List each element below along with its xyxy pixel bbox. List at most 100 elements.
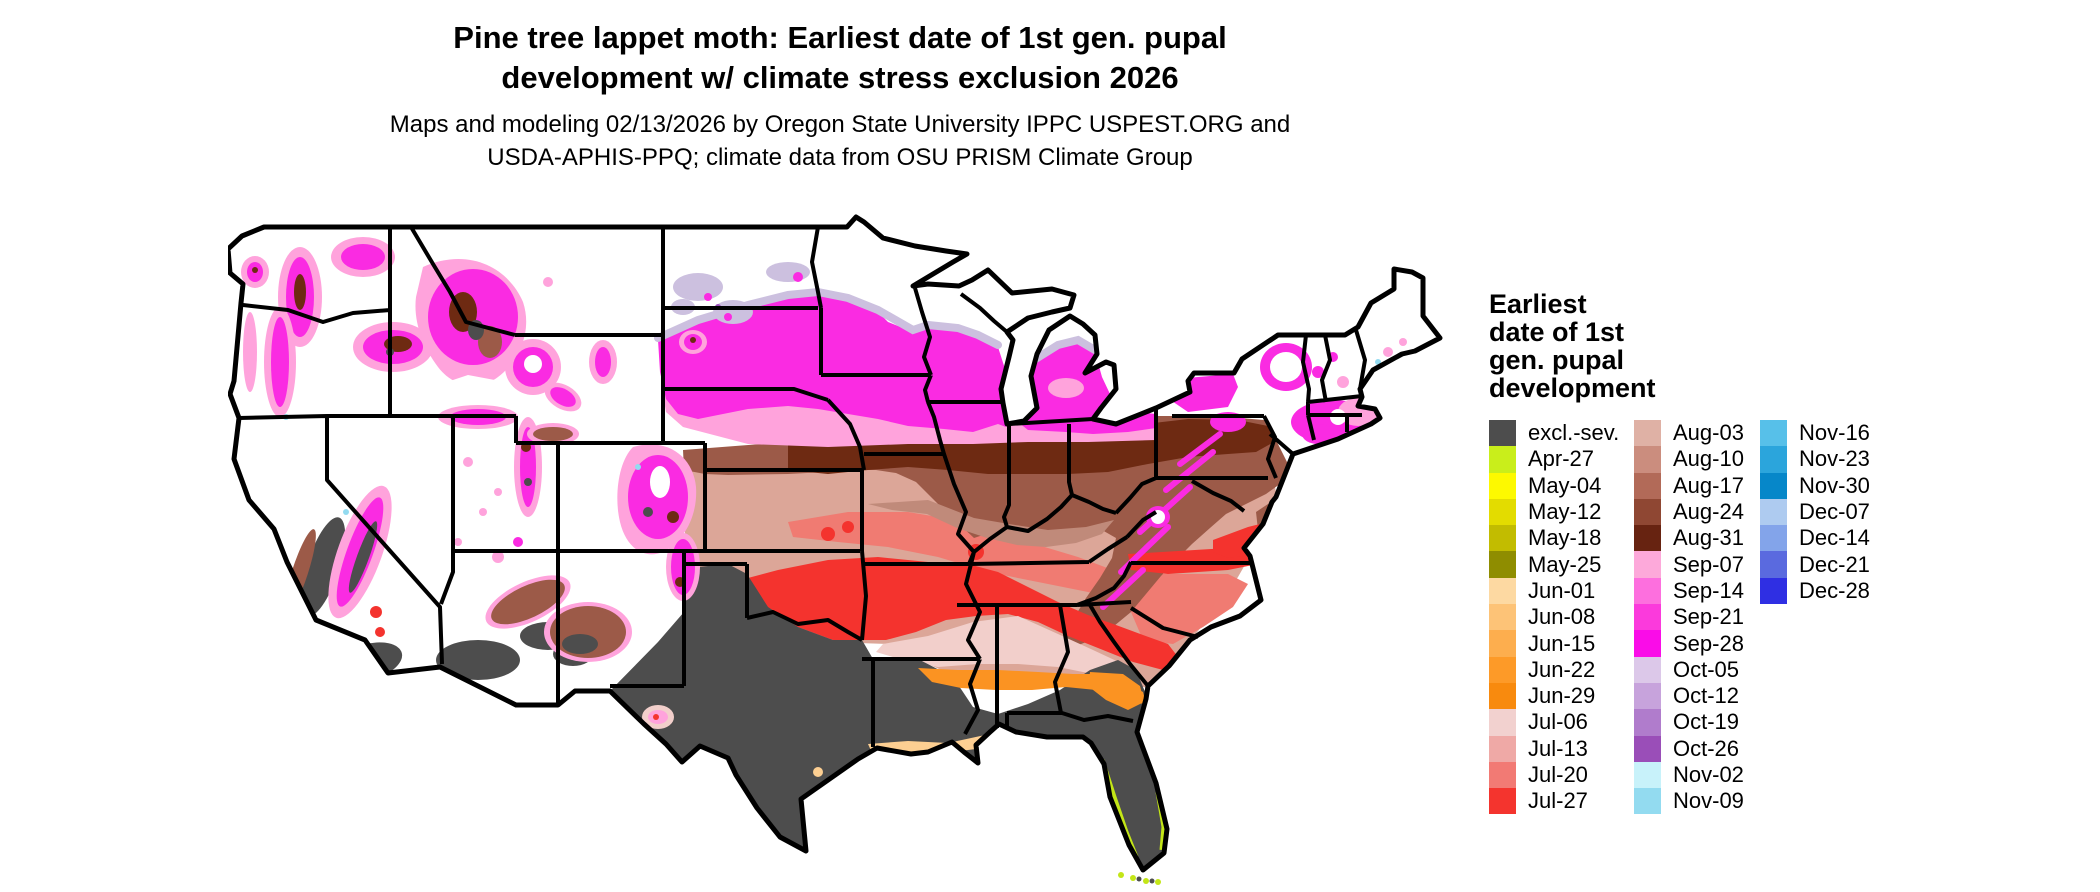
- legend-item-aug-24: Aug-24: [1634, 498, 1744, 526]
- legend-item-nov-23: Nov-23: [1760, 446, 1870, 473]
- legend-item-nov-30: Nov-30: [1760, 472, 1870, 499]
- legend-label: Jul-06: [1528, 709, 1588, 735]
- legend-title: Earliest date of 1st gen. pupal developm…: [1489, 290, 1749, 402]
- legend-item-jun-08: Jun-08: [1489, 604, 1619, 631]
- legend-swatch: [1634, 525, 1661, 552]
- legend-label: Apr-27: [1528, 446, 1595, 472]
- legend-label: Oct-19: [1673, 709, 1740, 735]
- legend-item-jun-29: Jun-29: [1489, 682, 1619, 710]
- legend-swatch: [1634, 761, 1661, 789]
- legend-item-sep-07: Sep-07: [1634, 551, 1744, 578]
- map-title: Pine tree lappet moth: Earliest date of …: [240, 18, 1440, 98]
- legend-item-nov-02: Nov-02: [1634, 761, 1744, 789]
- legend-swatch: [1489, 525, 1516, 552]
- legend-swatch: [1489, 420, 1516, 447]
- legend-swatch: [1760, 420, 1787, 447]
- map-region-peach-gulf: [868, 728, 1000, 755]
- map-subtitle: Maps and modeling 02/13/2026 by Oregon S…: [240, 108, 1440, 174]
- legend-label: Sep-28: [1673, 630, 1744, 656]
- map-title-line1: Pine tree lappet moth: Earliest date of …: [453, 20, 1227, 55]
- legend-swatch: [1634, 420, 1661, 447]
- legend-item-dec-21: Dec-21: [1760, 551, 1870, 578]
- legend-label: Nov-30: [1799, 472, 1870, 498]
- us-map-svg: [225, 214, 1443, 885]
- legend-swatch: [1634, 498, 1661, 526]
- legend-label: Aug-31: [1673, 525, 1744, 551]
- map-region-salmon-strip: [788, 512, 1148, 602]
- legend-label: Dec-14: [1799, 525, 1870, 551]
- legend-item-jun-01: Jun-01: [1489, 577, 1619, 605]
- legend-item-may-18: May-18: [1489, 525, 1619, 552]
- legend-item-sep-14: Sep-14: [1634, 577, 1744, 605]
- legend-item-nov-16: Nov-16: [1760, 420, 1870, 447]
- legend-item-dec-28: Dec-28: [1760, 577, 1870, 605]
- legend-item-apr-27: Apr-27: [1489, 446, 1619, 473]
- legend-item-sep-21: Sep-21: [1634, 604, 1744, 631]
- legend-title-line3: gen. pupal: [1489, 345, 1624, 375]
- legend-swatch: [1634, 577, 1661, 605]
- map-region-red-speck-ks2: [842, 521, 854, 533]
- legend-item-excl-sev-: excl.-sev.: [1489, 420, 1620, 447]
- legend-swatch: [1489, 761, 1516, 789]
- legend-label: Aug-10: [1673, 446, 1744, 472]
- legend-swatch: [1489, 656, 1516, 683]
- legend-swatch: [1489, 735, 1516, 762]
- map-region-lightbrown-strip: [868, 500, 1114, 547]
- legend-label: Jun-01: [1528, 577, 1596, 603]
- legend-swatch: [1760, 498, 1787, 526]
- map-region-mi-pale: [1048, 378, 1084, 398]
- legend-title-line4: development: [1489, 373, 1656, 403]
- legend-label: Sep-07: [1673, 551, 1744, 577]
- legend-label: Sep-14: [1673, 577, 1744, 603]
- legend-swatch: [1489, 682, 1516, 710]
- legend-swatch: [1489, 498, 1516, 526]
- legend-label: Oct-26: [1673, 735, 1740, 761]
- legend-item-aug-17: Aug-17: [1634, 472, 1744, 499]
- legend-item-aug-10: Aug-10: [1634, 446, 1744, 473]
- legend-label: Jun-22: [1528, 656, 1596, 682]
- legend-title-line1: Earliest: [1489, 289, 1587, 319]
- legend-item-aug-31: Aug-31: [1634, 525, 1744, 552]
- map-subtitle-line1: Maps and modeling 02/13/2026 by Oregon S…: [389, 111, 1291, 138]
- legend-label: Dec-21: [1799, 551, 1870, 577]
- legend-swatch: [1634, 709, 1661, 736]
- legend-column-3: Nov-16 Nov-23 Nov-30 Dec-07 Dec-14 Dec-21 Dec-…: [1760, 420, 1870, 605]
- legend-swatch: [1634, 446, 1661, 473]
- legend-swatch: [1760, 551, 1787, 578]
- state-borders: [238, 225, 1367, 747]
- legend-swatch: [1634, 630, 1661, 657]
- map-region-magenta-west: [658, 294, 1006, 432]
- us-outline: [225, 214, 1443, 873]
- legend-swatch: [1634, 682, 1661, 710]
- legend-item-oct-05: Oct-05: [1634, 656, 1744, 683]
- legend-label: Nov-02: [1673, 762, 1744, 787]
- legend-item-jul-13: Jul-13: [1489, 735, 1619, 762]
- legend-label: Nov-09: [1673, 788, 1744, 814]
- map-region-red-speck-ks1: [821, 527, 835, 541]
- legend-column-1: excl.-sev. Apr-27 May-04 May-12 May-18 May-25…: [1489, 420, 1620, 815]
- legend-swatch: [1634, 472, 1661, 499]
- legend-label: Nov-23: [1799, 446, 1870, 472]
- legend-item-sep-28: Sep-28: [1634, 630, 1744, 657]
- legend-label: Aug-03: [1673, 420, 1744, 446]
- legend-label: Sep-21: [1673, 604, 1744, 630]
- legend-item-nov-09: Nov-09: [1634, 788, 1744, 815]
- map-region-peach-tx: [813, 767, 823, 777]
- legend-item-may-04: May-04: [1489, 472, 1619, 499]
- legend-item-dec-14: Dec-14: [1760, 525, 1870, 552]
- legend-item-may-25: May-25: [1489, 551, 1619, 578]
- legend-label: May-25: [1528, 551, 1602, 577]
- legend-label: Dec-28: [1799, 577, 1870, 603]
- map-region-orange-band: [918, 668, 1146, 704]
- legend-title-line2: date of 1st: [1489, 317, 1625, 347]
- legend-label: May-04: [1528, 472, 1602, 498]
- legend-swatch: [1489, 446, 1516, 473]
- legend-item-jun-22: Jun-22: [1489, 656, 1619, 683]
- map-title-line2: development w/ climate stress exclusion …: [501, 60, 1179, 95]
- legend-swatch: [1634, 656, 1661, 683]
- legend-label: excl.-sev.: [1528, 420, 1620, 446]
- legend-label: Jun-08: [1528, 604, 1596, 630]
- legend-item-jul-06: Jul-06: [1489, 709, 1619, 736]
- legend-label: May-12: [1528, 499, 1602, 525]
